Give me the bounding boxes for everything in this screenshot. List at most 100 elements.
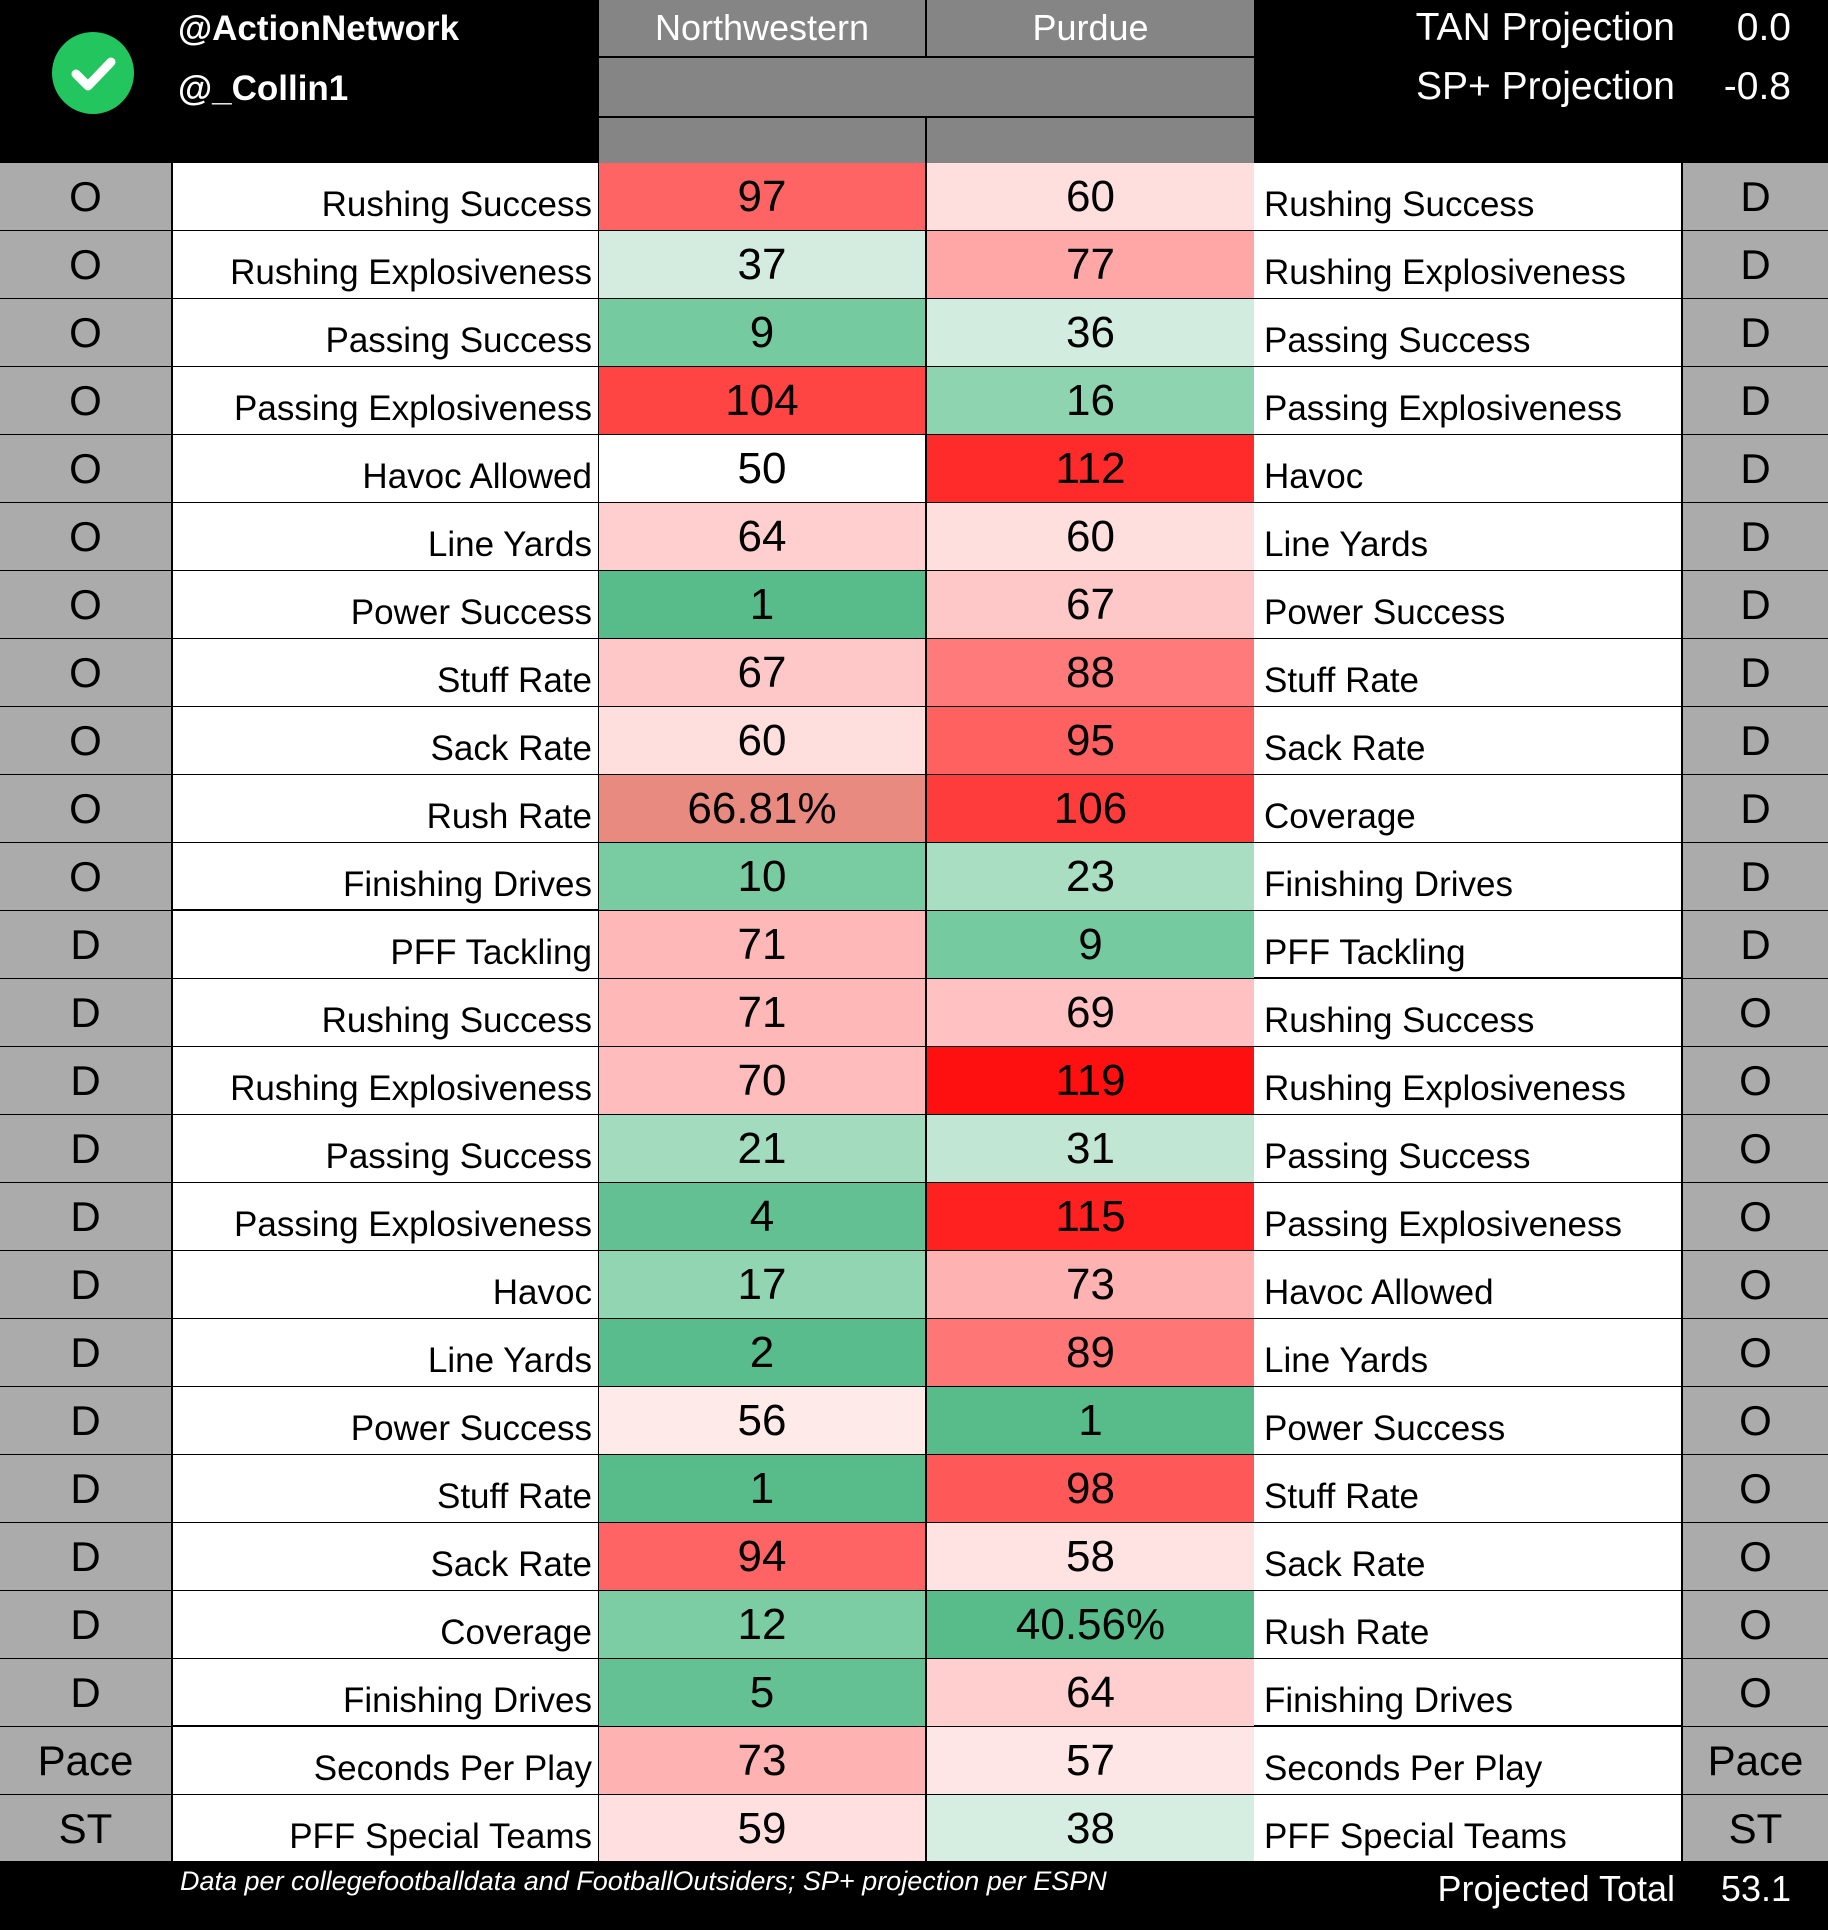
left-unit-cell: O [0,571,171,638]
left-metric-label: Passing Explosiveness [173,1183,598,1250]
right-metric-label: Havoc [1254,435,1681,502]
table-row: O Finishing Drives 10 23 Finishing Drives D [0,843,1828,911]
table-row: D Passing Explosiveness 4 115 Passing Explos… [0,1183,1828,1251]
sp-projection-label: SP+ Projection [1415,65,1675,108]
table-row: O Line Yards 64 60 Line Yards D [0,503,1828,571]
right-rank-cell: 36 [927,299,1254,366]
right-metric-label: PFF Tackling [1254,911,1681,978]
left-rank-cell: 21 [599,1115,925,1182]
left-unit-cell: D [0,979,171,1046]
right-pace-divider [1254,1725,1681,1727]
right-metric-label: Havoc Allowed [1254,1251,1681,1318]
header-blank-row [599,58,1254,116]
right-unit-cell: D [1683,843,1828,910]
left-rank-cell: 1 [599,1455,925,1522]
right-metric-label: Sack Rate [1254,707,1681,774]
left-metric-label: Havoc Allowed [173,435,598,502]
left-metric-label: Stuff Rate [173,639,598,706]
left-rank-cell: 66.81% [599,775,925,842]
right-metric-label: Rushing Success [1254,979,1681,1046]
left-section-divider [173,909,598,911]
right-unit-cell: D [1683,367,1828,434]
left-rank-cell: 94 [599,1523,925,1590]
table-row: O Sack Rate 60 95 Sack Rate D [0,707,1828,775]
right-rank-cell: 16 [927,367,1254,434]
right-rank-cell: 95 [927,707,1254,774]
left-rank-cell: 17 [599,1251,925,1318]
left-metric-label: Havoc [173,1251,598,1318]
right-rank-cell: 60 [927,503,1254,570]
right-unit-cell: O [1683,1183,1828,1250]
left-metric-label: Passing Success [173,299,598,366]
table-row: O Stuff Rate 67 88 Stuff Rate D [0,639,1828,707]
right-unit-cell: O [1683,1047,1828,1114]
left-rank-cell: 73 [599,1727,925,1794]
left-unit-cell: D [0,1047,171,1114]
team-left-header: Northwestern [599,0,925,56]
table-row: O Rushing Success 97 60 Rushing Success D [0,163,1828,231]
left-unit-cell: Pace [0,1727,171,1794]
right-unit-cell: D [1683,911,1828,978]
right-rank-cell: 38 [927,1795,1254,1862]
right-unit-cell: D [1683,503,1828,570]
left-unit-cell: D [0,1183,171,1250]
header-blank-left [599,118,925,163]
table-row: O Passing Success 9 36 Passing Success D [0,299,1828,367]
right-rank-cell: 106 [927,775,1254,842]
table-row: O Passing Explosiveness 104 16 Passing Explo… [0,367,1828,435]
right-unit-cell: D [1683,299,1828,366]
right-metric-label: Rush Rate [1254,1591,1681,1658]
handle-collin[interactable]: @_Collin1 [178,69,349,108]
handle-action-network[interactable]: @ActionNetwork [178,9,460,48]
right-metric-label: Stuff Rate [1254,1455,1681,1522]
right-metric-label: Rushing Success [1254,163,1681,230]
right-metric-label: Finishing Drives [1254,843,1681,910]
right-rank-cell: 1 [927,1387,1254,1454]
left-metric-label: Finishing Drives [173,843,598,910]
left-unit-cell: O [0,367,171,434]
left-rank-cell: 12 [599,1591,925,1658]
left-rank-cell: 50 [599,435,925,502]
data-source-note: Data per collegefootballdata and Footbal… [180,1866,1107,1896]
tan-projection-value: 0.0 [1736,6,1791,49]
left-unit-cell: O [0,503,171,570]
right-unit-cell: D [1683,639,1828,706]
table-row: D Stuff Rate 1 98 Stuff Rate O [0,1455,1828,1523]
right-metric-label: Finishing Drives [1254,1659,1681,1726]
right-rank-cell: 57 [927,1727,1254,1794]
left-metric-label: Coverage [173,1591,598,1658]
right-metric-label: Power Success [1254,571,1681,638]
left-metric-label: Rush Rate [173,775,598,842]
right-metric-label: Rushing Explosiveness [1254,1047,1681,1114]
left-rank-cell: 71 [599,979,925,1046]
tan-projection-label: TAN Projection [1415,6,1675,49]
right-metric-label: Passing Success [1254,299,1681,366]
right-rank-cell: 119 [927,1047,1254,1114]
left-unit-cell: O [0,435,171,502]
table-row: Pace Seconds Per Play 73 57 Seconds Per Play… [0,1727,1828,1795]
table-row: D PFF Tackling 71 9 PFF Tackling D [0,911,1828,979]
right-metric-label: Rushing Explosiveness [1254,231,1681,298]
right-unit-cell: O [1683,1251,1828,1318]
right-rank-cell: 40.56% [927,1591,1254,1658]
right-unit-cell: O [1683,1455,1828,1522]
table-row: O Havoc Allowed 50 112 Havoc D [0,435,1828,503]
table-row: D Rushing Success 71 69 Rushing Success O [0,979,1828,1047]
left-unit-cell: O [0,775,171,842]
left-rank-cell: 9 [599,299,925,366]
right-unit-cell: O [1683,1115,1828,1182]
right-rank-cell: 73 [927,1251,1254,1318]
left-unit-cell: O [0,231,171,298]
right-metric-label: Line Yards [1254,503,1681,570]
right-unit-cell: ST [1683,1795,1828,1862]
table-row: D Passing Success 21 31 Passing Success O [0,1115,1828,1183]
table-row: D Rushing Explosiveness 70 119 Rushing Explo… [0,1047,1828,1115]
right-unit-cell: O [1683,1591,1828,1658]
left-metric-label: Passing Explosiveness [173,367,598,434]
right-unit-cell: D [1683,775,1828,842]
sp-projection-value: -0.8 [1723,65,1791,108]
left-unit-cell: O [0,299,171,366]
left-rank-cell: 64 [599,503,925,570]
table-row: D Havoc 17 73 Havoc Allowed O [0,1251,1828,1319]
right-section-divider [1254,977,1681,979]
